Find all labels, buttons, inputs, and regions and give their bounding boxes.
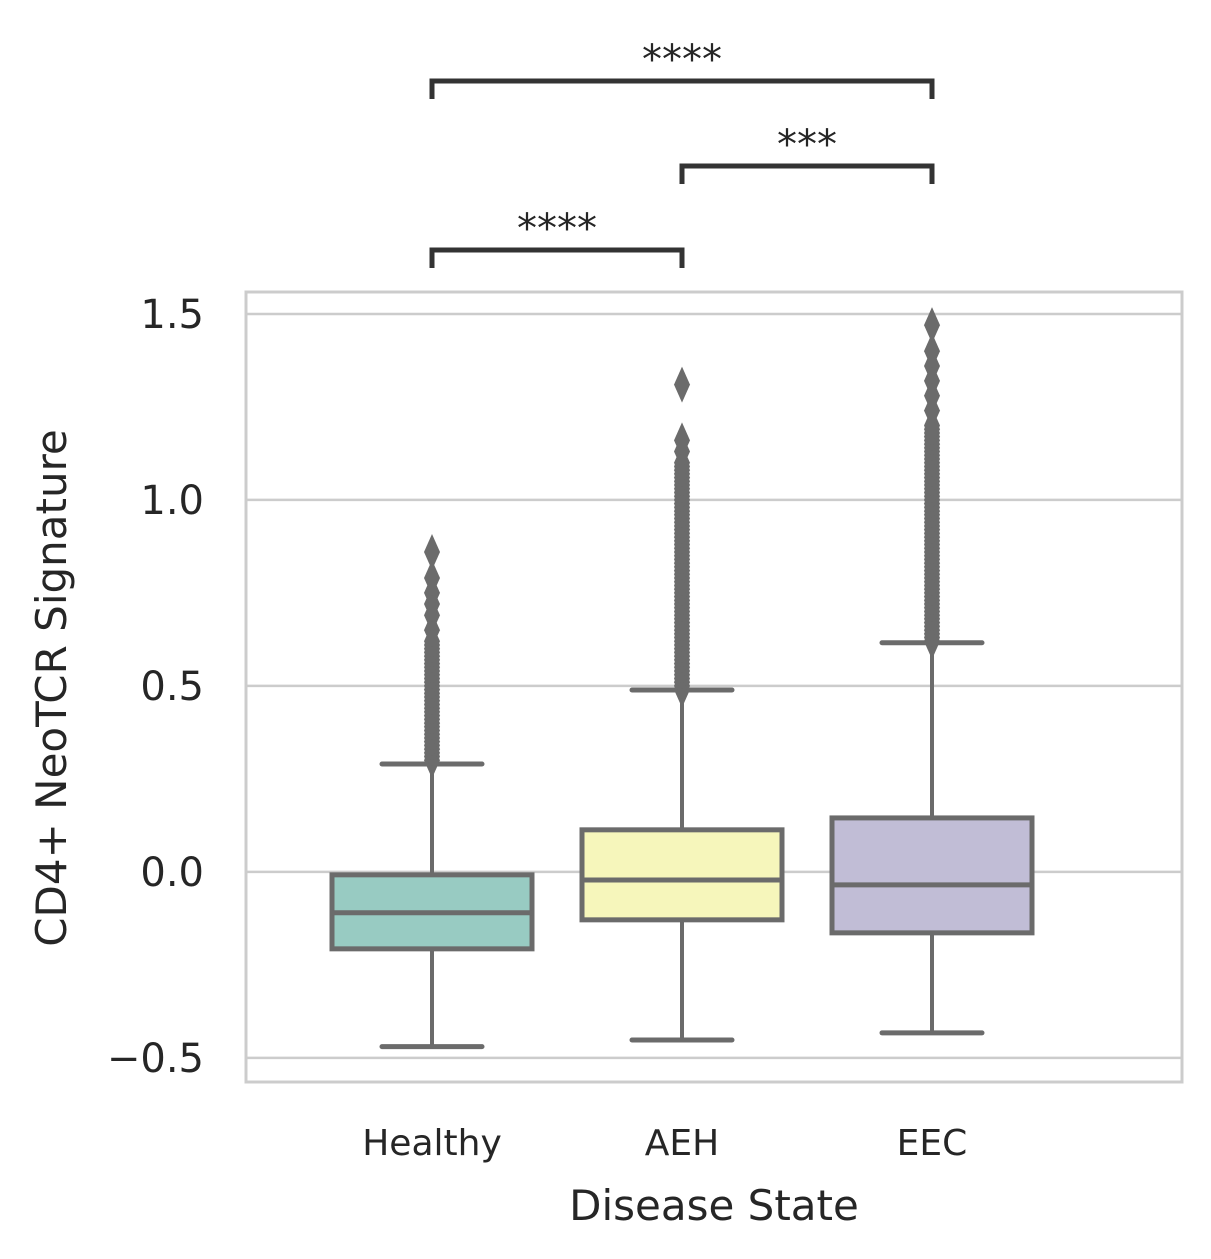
- box-eec: [829, 815, 1035, 936]
- significance-bracket: [429, 247, 685, 268]
- outlier-point: [674, 366, 690, 403]
- plot-frame: [244, 290, 1184, 1084]
- outlier-point: [924, 307, 940, 344]
- significance-label: ****: [642, 37, 722, 83]
- box-aeh: [579, 827, 785, 923]
- y-tick-label: 0.0: [140, 850, 204, 896]
- significance-bracket: [679, 163, 935, 184]
- y-tick-label: 0.5: [140, 664, 204, 710]
- y-tick-label: −0.5: [107, 1036, 204, 1082]
- outlier-point: [924, 333, 940, 370]
- y-tick-label: 1.5: [140, 292, 204, 338]
- x-axis-label: Disease State: [569, 1181, 859, 1230]
- x-tick-label: AEH: [645, 1123, 719, 1164]
- significance-label: ****: [517, 206, 597, 252]
- significance-label: ***: [777, 122, 837, 168]
- outlier-point: [424, 533, 440, 570]
- y-tick-label: 1.0: [140, 478, 204, 524]
- x-tick-label: Healthy: [362, 1123, 502, 1164]
- x-tick-label: EEC: [897, 1123, 968, 1164]
- outlier-point: [424, 560, 440, 597]
- outlier-point: [674, 422, 690, 459]
- significance-bracket: [429, 78, 935, 99]
- y-axis-label: CD4+ NeoTCR Signature: [27, 429, 76, 947]
